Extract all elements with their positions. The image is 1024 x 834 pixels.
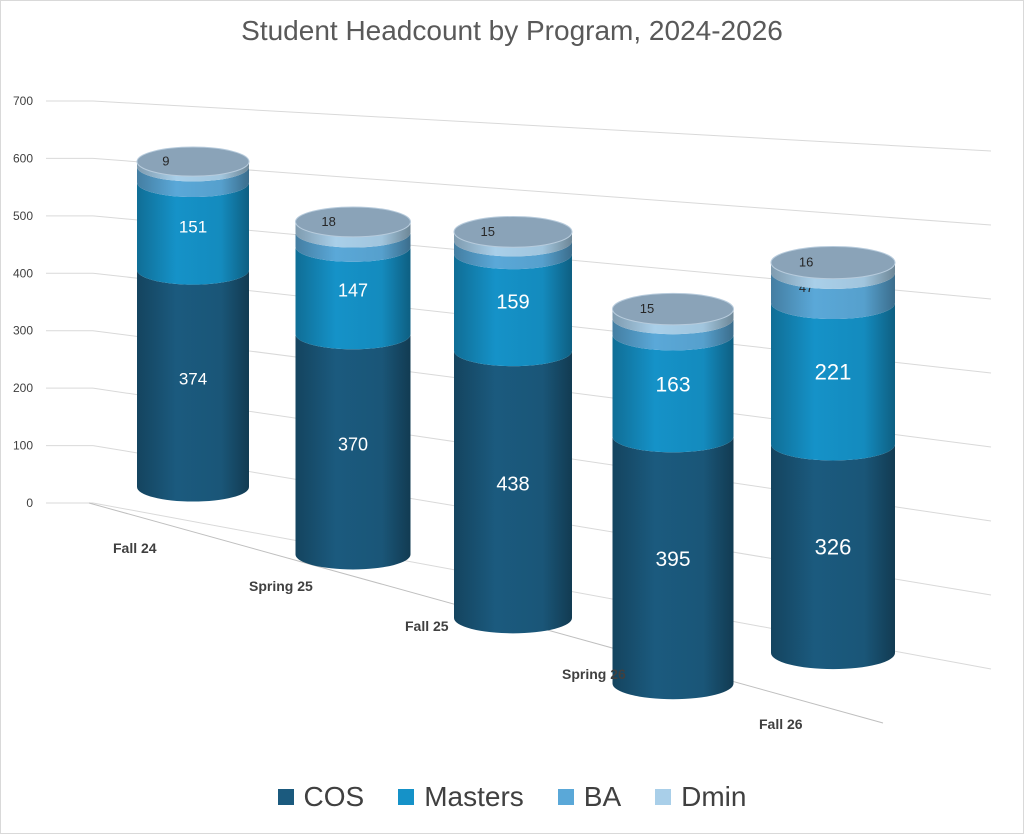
bar-segment-masters: [771, 302, 895, 461]
cylinder-top-cap: [136, 146, 250, 177]
bar-segment-cos: [137, 270, 249, 502]
legend-item-cos: COS: [277, 781, 365, 813]
x-category-label: Fall 26: [759, 716, 803, 732]
legend-label: Dmin: [681, 781, 747, 812]
bar-segment-dmin: [295, 221, 411, 248]
cylinder-3: 3951632615: [612, 292, 734, 700]
legend-item-masters: Masters: [398, 781, 524, 813]
bar-segment-dmin: [612, 309, 734, 335]
y-tick-label: 600: [13, 151, 33, 165]
cylinder-2: 4381592115: [453, 216, 573, 634]
cylinder-top-cap: [295, 206, 411, 238]
data-label: 16: [799, 255, 813, 270]
cylinder-0: 374151279: [136, 146, 250, 502]
y-tick-label: 100: [13, 439, 33, 453]
data-label: 370: [338, 434, 368, 454]
y-tick-label: 300: [13, 324, 33, 338]
x-category-label: Fall 24: [113, 540, 157, 556]
bar-segment-cos: [612, 436, 734, 700]
data-label: 438: [496, 473, 529, 495]
x-category-label: Fall 25: [405, 618, 449, 634]
data-label: 18: [321, 214, 335, 229]
cylinder-top-cap: [612, 292, 734, 326]
data-label: 395: [655, 548, 690, 571]
chart-title: Student Headcount by Program, 2024-2026: [241, 15, 783, 46]
x-category-label: Spring 25: [249, 578, 313, 594]
data-label: 147: [338, 281, 368, 301]
legend-swatch: [655, 789, 672, 805]
bar-segment-ba: [137, 166, 249, 198]
legend-item-ba: BA: [557, 781, 622, 813]
cylinder-1: 3701472418: [295, 206, 411, 570]
legend-label: BA: [583, 781, 622, 812]
bar-segment-cos: [454, 350, 572, 634]
bar-segment-masters: [612, 334, 734, 453]
legend-swatch: [557, 789, 574, 805]
y-tick-label: 700: [13, 94, 33, 108]
bar-segment-masters: [454, 253, 572, 367]
legend-label: COS: [303, 781, 365, 812]
y-tick-label: 500: [13, 209, 33, 223]
bar-segment-ba: [612, 318, 734, 351]
bar-segment-masters: [137, 182, 249, 285]
data-label: 15: [640, 301, 654, 316]
x-category-label: Spring 26: [562, 666, 626, 682]
cylinder-top-cap: [453, 216, 573, 248]
legend-swatch: [277, 789, 294, 805]
y-tick-label: 0: [26, 496, 33, 510]
bar-segment-cos: [295, 334, 411, 570]
data-label: 9: [162, 154, 169, 169]
legend: COS Masters BA Dmin: [1, 781, 1023, 813]
bar-segment-dmin: [137, 161, 249, 182]
bar-segment-ba: [454, 241, 572, 270]
data-label: 151: [179, 217, 207, 236]
data-label: 221: [815, 360, 852, 385]
data-label: 163: [655, 374, 690, 397]
bar-segment-masters: [295, 246, 411, 350]
data-label: 15: [481, 224, 495, 239]
bar-segment-dmin: [454, 231, 572, 257]
y-tick-label: 400: [13, 266, 33, 280]
gridline: [92, 100, 992, 152]
bar-segment-ba: [295, 232, 411, 262]
data-label: 374: [179, 370, 207, 389]
legend-item-dmin: Dmin: [655, 781, 746, 813]
bar-segment-dmin: [771, 262, 895, 289]
bar-segment-cos: [771, 444, 895, 670]
y-tick-label: 200: [13, 381, 33, 395]
cylinder-top-cap: [770, 245, 896, 280]
legend-label: Masters: [424, 781, 524, 812]
data-label: 326: [815, 535, 852, 560]
bar-segment-ba: [771, 272, 895, 320]
legend-swatch: [398, 789, 415, 805]
data-label: 159: [496, 291, 529, 313]
